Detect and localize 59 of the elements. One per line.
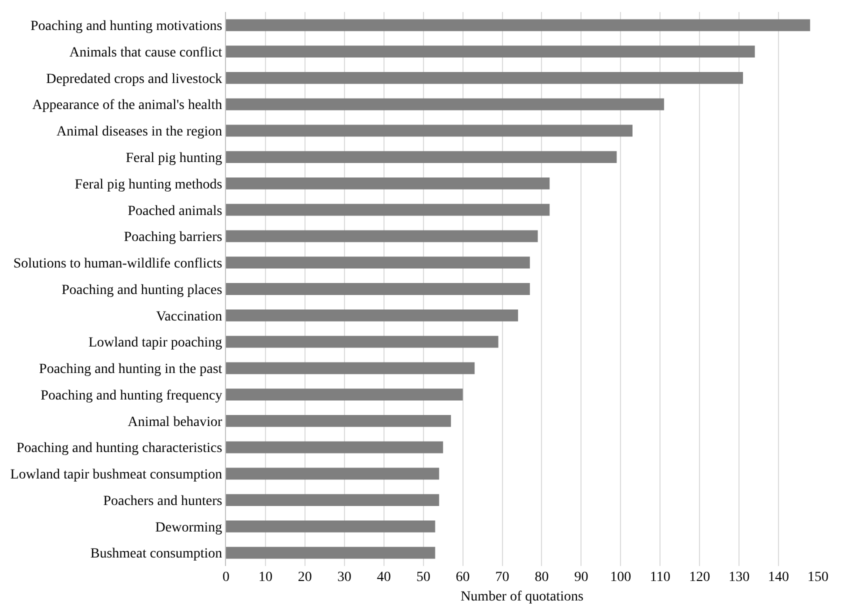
- bar: [226, 98, 664, 110]
- y-tick-label: Poaching and hunting motivations: [30, 19, 222, 34]
- y-tick-label: Depredated crops and livestock: [46, 72, 222, 87]
- y-tick-label: Lowland tapir poaching: [88, 336, 222, 351]
- y-tick-label: Poaching and hunting frequency: [40, 388, 222, 404]
- x-tick-label: 70: [495, 570, 510, 585]
- x-tick-label: 100: [610, 570, 632, 585]
- x-tick-label: 80: [534, 570, 549, 585]
- y-tick-label: Lowland tapir bushmeat consumption: [10, 468, 222, 483]
- bar: [226, 388, 463, 400]
- y-tick-label: Feral pig hunting methods: [74, 177, 222, 192]
- x-tick-label: 30: [337, 570, 352, 585]
- y-tick-label: Feral pig hunting: [126, 151, 222, 166]
- x-axis-title: Number of quotations: [460, 589, 584, 604]
- x-tick-label: 40: [376, 570, 391, 585]
- bar: [226, 204, 550, 216]
- y-tick-label: Poaching barriers: [124, 230, 222, 246]
- bar: [226, 468, 440, 480]
- y-tick-label: Animal behavior: [128, 414, 223, 430]
- bar: [226, 414, 451, 427]
- bar: [226, 124, 633, 137]
- bar: [226, 72, 744, 84]
- y-tick-label: Poaching and hunting in the past: [39, 362, 222, 378]
- y-tick-label: Poaching and hunting places: [62, 282, 222, 298]
- bar: [226, 46, 755, 58]
- y-tick-label: Animal diseases in the region: [56, 124, 222, 140]
- x-tick-label: 110: [650, 570, 670, 585]
- bar: [226, 494, 440, 506]
- bar: [226, 19, 810, 32]
- x-tick-label: 150: [808, 570, 828, 585]
- bar: [226, 178, 550, 190]
- bar: [226, 309, 518, 322]
- x-tick-label: 50: [416, 570, 430, 585]
- x-tick-label: 90: [574, 570, 588, 585]
- y-tick-label: Poached animals: [128, 204, 222, 219]
- bar: [226, 362, 475, 374]
- y-tick-label: Bushmeat consumption: [90, 546, 222, 562]
- x-tick-label: 120: [689, 570, 710, 585]
- bar: [226, 441, 444, 454]
- y-tick-label: Animals that cause conflict: [69, 45, 222, 60]
- bar: [226, 336, 498, 348]
- bar: [226, 256, 530, 269]
- bar: [226, 283, 530, 295]
- y-tick-label: Poachers and hunters: [103, 494, 222, 509]
- y-tick-label: Deworming: [155, 520, 222, 536]
- x-tick-label: 0: [222, 570, 230, 585]
- x-tick-label: 60: [456, 570, 470, 585]
- x-tick-label: 140: [768, 570, 790, 585]
- y-tick-label: Appearance of the animal's health: [32, 98, 222, 114]
- x-tick-label: 130: [728, 570, 750, 585]
- bar: [226, 151, 617, 164]
- y-tick-label: Solutions to human-wildlife conflicts: [13, 256, 222, 272]
- x-tick-label: 20: [298, 570, 312, 585]
- bar: [226, 546, 436, 559]
- x-tick-label: 10: [258, 570, 272, 585]
- bar: [226, 520, 436, 532]
- bar: [226, 230, 538, 242]
- y-tick-label: Poaching and hunting characteristics: [16, 441, 222, 456]
- y-tick-label: Vaccination: [156, 309, 222, 324]
